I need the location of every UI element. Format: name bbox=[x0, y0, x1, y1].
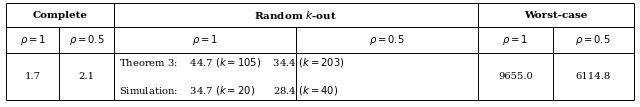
Text: 1.7: 1.7 bbox=[25, 72, 41, 81]
Text: $\rho = 0.5$: $\rho = 0.5$ bbox=[369, 33, 405, 47]
Text: $\rho = 1$: $\rho = 1$ bbox=[192, 33, 218, 47]
Text: $\rho = 1$: $\rho = 1$ bbox=[502, 33, 529, 47]
Text: Simulation:    34.7 $(k = 20)$      28.4 $(k = 40)$: Simulation: 34.7 $(k = 20)$ 28.4 $(k = 4… bbox=[119, 84, 339, 97]
Text: $\rho = 0.5$: $\rho = 0.5$ bbox=[68, 33, 104, 47]
Text: 6114.8: 6114.8 bbox=[575, 72, 611, 81]
Text: Complete: Complete bbox=[33, 11, 88, 20]
Text: Random $k$-out: Random $k$-out bbox=[255, 9, 337, 21]
Text: Theorem 3:    44.7 $(k = 105)$    34.4 $(k = 203)$: Theorem 3: 44.7 $(k = 105)$ 34.4 $(k = 2… bbox=[119, 56, 344, 69]
Text: $\rho = 1$: $\rho = 1$ bbox=[20, 33, 45, 47]
Text: 9655.0: 9655.0 bbox=[498, 72, 533, 81]
Text: Worst-case: Worst-case bbox=[524, 11, 588, 20]
Text: $\rho = 0.5$: $\rho = 0.5$ bbox=[575, 33, 611, 47]
Text: Table 1:  Value of $\sigma_\Delta$ to ensure $(\epsilon,\delta)$-DP with trusted: Table 1: Value of $\sigma_\Delta$ to ens… bbox=[6, 106, 450, 107]
Text: 2.1: 2.1 bbox=[79, 72, 95, 81]
